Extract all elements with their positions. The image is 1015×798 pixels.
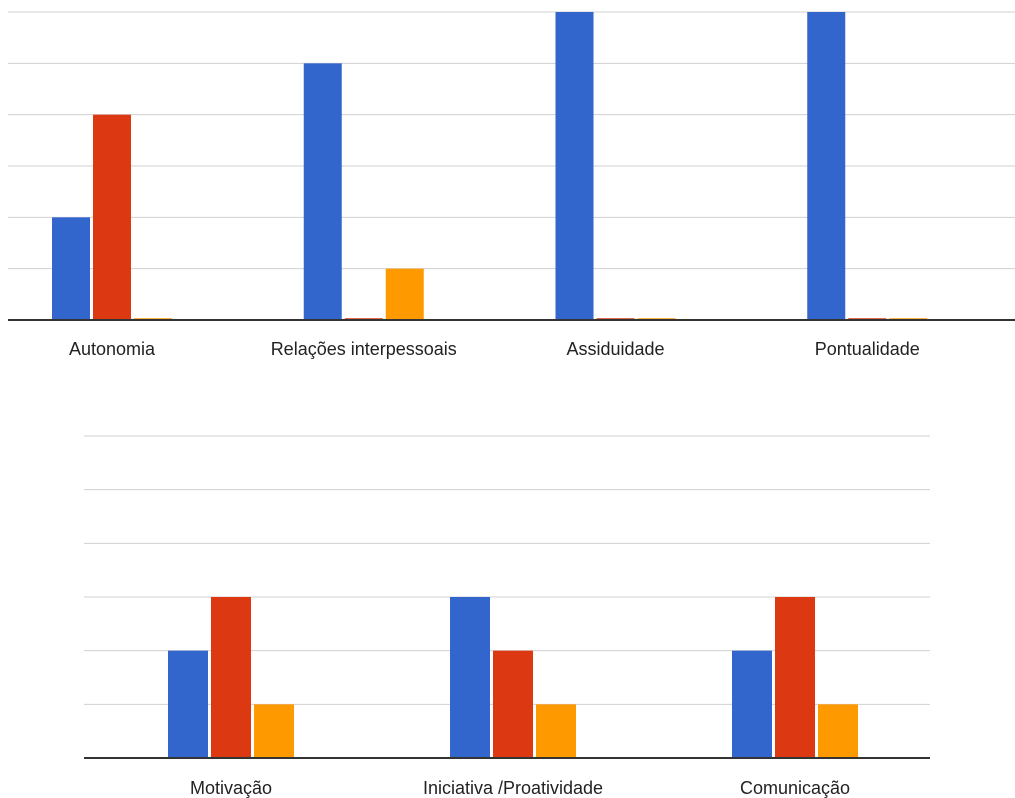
category-label: Assiduidade — [566, 339, 664, 359]
bar-autonomia-series-2 — [93, 114, 131, 321]
bars — [52, 12, 928, 321]
category-label: Relações interpessoais — [271, 339, 457, 359]
bar-rela-es-interpessoais-series-1 — [303, 63, 342, 320]
category-label: Iniciativa /Proatividade — [423, 778, 603, 798]
bar-pontualidade-series-1 — [807, 12, 846, 320]
bar-iniciativa-proatividade-series-1 — [450, 597, 490, 758]
bar-motiva-o-series-2 — [211, 597, 251, 758]
gridlines — [8, 11, 1015, 270]
bar-rela-es-interpessoais-series-3 — [385, 268, 424, 320]
bar-autonomia-series-1 — [52, 217, 90, 320]
bar-comunica-o-series-3 — [818, 704, 858, 758]
bar-iniciativa-proatividade-series-2 — [493, 650, 533, 758]
bar-comunica-o-series-1 — [732, 650, 772, 758]
category-label: Motivação — [190, 778, 272, 798]
bars — [168, 597, 858, 758]
bar-iniciativa-proatividade-series-3 — [536, 704, 576, 758]
bar-motiva-o-series-1 — [168, 650, 208, 758]
category-label: Comunicação — [740, 778, 850, 798]
bar-chart-bottom: Motivação Iniciativa /Proatividade Comunic… — [84, 435, 930, 798]
category-labels: Autonomia Relações interpessoais Assiduida… — [69, 339, 920, 359]
category-labels: Motivação Iniciativa /Proatividade Comunic… — [190, 778, 850, 798]
category-label: Pontualidade — [815, 339, 920, 359]
bar-comunica-o-series-2 — [775, 597, 815, 758]
bar-motiva-o-series-3 — [254, 704, 294, 758]
bar-assiduidade-series-1 — [555, 12, 594, 320]
bar-chart-top: Autonomia Relações interpessoais Assiduida… — [8, 11, 1015, 359]
category-label: Autonomia — [69, 339, 156, 359]
